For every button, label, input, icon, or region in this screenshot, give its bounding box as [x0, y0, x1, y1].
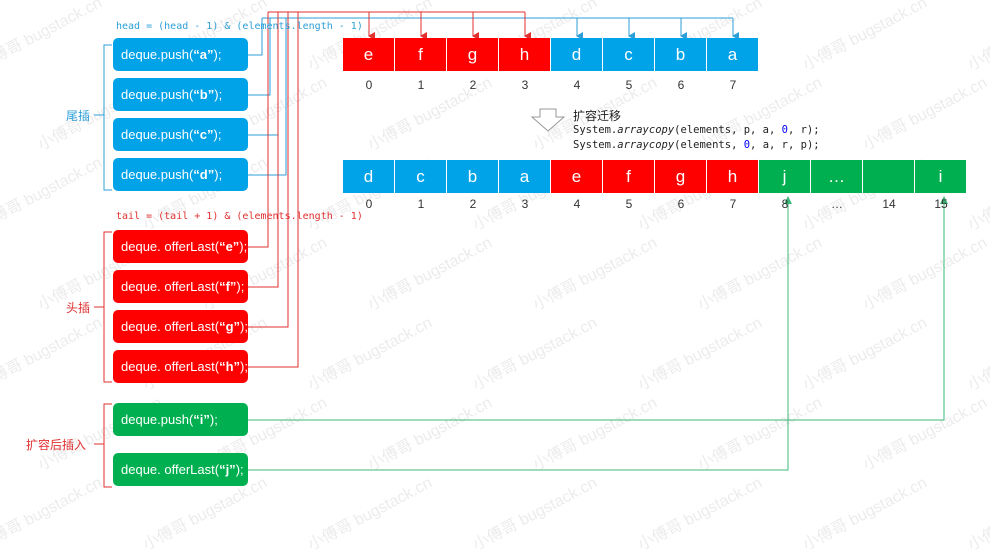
array-cell: g: [655, 160, 707, 193]
op-suffix-text: );: [214, 87, 223, 102]
offerlast-op: deque. offerLast(“e”);: [113, 230, 248, 263]
array-index-label: 2: [469, 197, 477, 211]
op-suffix-text: );: [213, 47, 222, 62]
push-op: deque.push(“a”);: [113, 38, 248, 71]
op-argument-text: “h”: [219, 359, 241, 374]
op-suffix-text: );: [239, 239, 248, 254]
op-suffix-text: );: [240, 319, 248, 334]
after-expand-op: deque. offerLast(“j”);: [113, 453, 248, 486]
op-method-text: deque. offerLast(: [121, 239, 220, 254]
array-index-label: 5: [625, 78, 633, 92]
op-method-text: deque. offerLast(: [121, 359, 220, 374]
op-method-text: deque.push(: [121, 87, 194, 102]
connector-lines: [94, 11, 948, 488]
array-index-label: 3: [521, 78, 529, 92]
array-index-label: 8: [781, 197, 789, 211]
array-cell: b: [655, 38, 707, 71]
head-insert-label: 头插: [66, 301, 91, 315]
migration-arrow: [530, 108, 566, 132]
op-method-text: deque. offerLast(: [121, 462, 220, 477]
array-cell: f: [603, 160, 655, 193]
array-cell: c: [603, 38, 655, 71]
push-op: deque.push(“d”);: [113, 158, 248, 191]
array-index-label: 4: [573, 78, 581, 92]
array-cell: d: [551, 38, 603, 71]
op-argument-text: “g”: [219, 319, 241, 334]
head-insert-bracket: [103, 231, 112, 383]
array-index-label: 7: [729, 197, 737, 211]
array-index-label: 15: [934, 197, 948, 211]
array-index-label: 5: [625, 197, 633, 211]
array-cell: b: [447, 160, 499, 193]
offer-connectors: [248, 11, 531, 368]
arraycopy-line-1: System.arraycopy(elements, p, a, 0, r);: [573, 124, 820, 136]
array-index-label: 0: [365, 78, 373, 92]
tail-insert-label: 尾插: [66, 109, 91, 123]
tail-insert-bracket: [103, 44, 112, 191]
op-suffix-text: );: [209, 412, 218, 427]
array-cell: c: [395, 160, 447, 193]
array-index-label: …: [831, 197, 843, 211]
array-cell: j: [759, 160, 811, 193]
op-argument-text: “i”: [193, 412, 210, 427]
array-cell: [863, 160, 915, 193]
array-index-label: 14: [882, 197, 896, 211]
array-index-label: 0: [365, 197, 373, 211]
after-expand-op: deque.push(“i”);: [113, 403, 248, 436]
op-argument-text: “a”: [193, 47, 214, 62]
array-index-label: 1: [417, 197, 425, 211]
op-suffix-text: );: [235, 462, 244, 477]
push-op: deque.push(“c”);: [113, 118, 248, 151]
array-index-label: 3: [521, 197, 529, 211]
op-method-text: deque. offerLast(: [121, 319, 220, 334]
op-argument-text: “j”: [219, 462, 236, 477]
after-expand-label: 扩容后插入: [26, 438, 87, 452]
offerlast-op: deque. offerLast(“f”);: [113, 270, 248, 303]
op-method-text: deque.push(: [121, 47, 194, 62]
op-argument-text: “c”: [193, 127, 214, 142]
array-index-label: 2: [469, 78, 477, 92]
op-argument-text: “d”: [193, 167, 215, 182]
array-cell: i: [915, 160, 967, 193]
array-cell: h: [499, 38, 551, 71]
arraycopy-line-2: System.arraycopy(elements, 0, a, r, p);: [573, 139, 820, 151]
op-suffix-text: );: [214, 167, 223, 182]
array-cell: …: [811, 160, 863, 193]
array-cell: d: [343, 160, 395, 193]
op-argument-text: “f”: [219, 279, 237, 294]
push-op: deque.push(“b”);: [113, 78, 248, 111]
op-argument-text: “b”: [193, 87, 215, 102]
array-index-label: 4: [573, 197, 581, 211]
after-expand-connectors: [248, 198, 945, 471]
expand-migration-title: 扩容迁移: [573, 109, 622, 123]
offerlast-op: deque. offerLast(“g”);: [113, 310, 248, 343]
array-index-label: 6: [677, 197, 685, 211]
offerlast-op: deque. offerLast(“h”);: [113, 350, 248, 383]
after-expand-bracket: [103, 403, 112, 488]
tail-formula: tail = (tail + 1) & (elements.length - 1…: [116, 211, 363, 222]
array-cell: f: [395, 38, 447, 71]
op-suffix-text: );: [213, 127, 222, 142]
head-formula: head = (head - 1) & (elements.length - 1…: [116, 21, 363, 32]
array-cell: e: [343, 38, 395, 71]
array-cell: e: [551, 160, 603, 193]
array-index-label: 1: [417, 78, 425, 92]
array-cell: g: [447, 38, 499, 71]
op-method-text: deque.push(: [121, 412, 194, 427]
op-suffix-text: );: [240, 359, 248, 374]
op-argument-text: “e”: [219, 239, 240, 254]
array-cell: h: [707, 160, 759, 193]
op-method-text: deque.push(: [121, 167, 194, 182]
array-index-label: 6: [677, 78, 685, 92]
array-cell: a: [707, 38, 759, 71]
op-suffix-text: );: [236, 279, 245, 294]
op-method-text: deque. offerLast(: [121, 279, 220, 294]
op-method-text: deque.push(: [121, 127, 194, 142]
array-index-label: 7: [729, 78, 737, 92]
array-cell: a: [499, 160, 551, 193]
